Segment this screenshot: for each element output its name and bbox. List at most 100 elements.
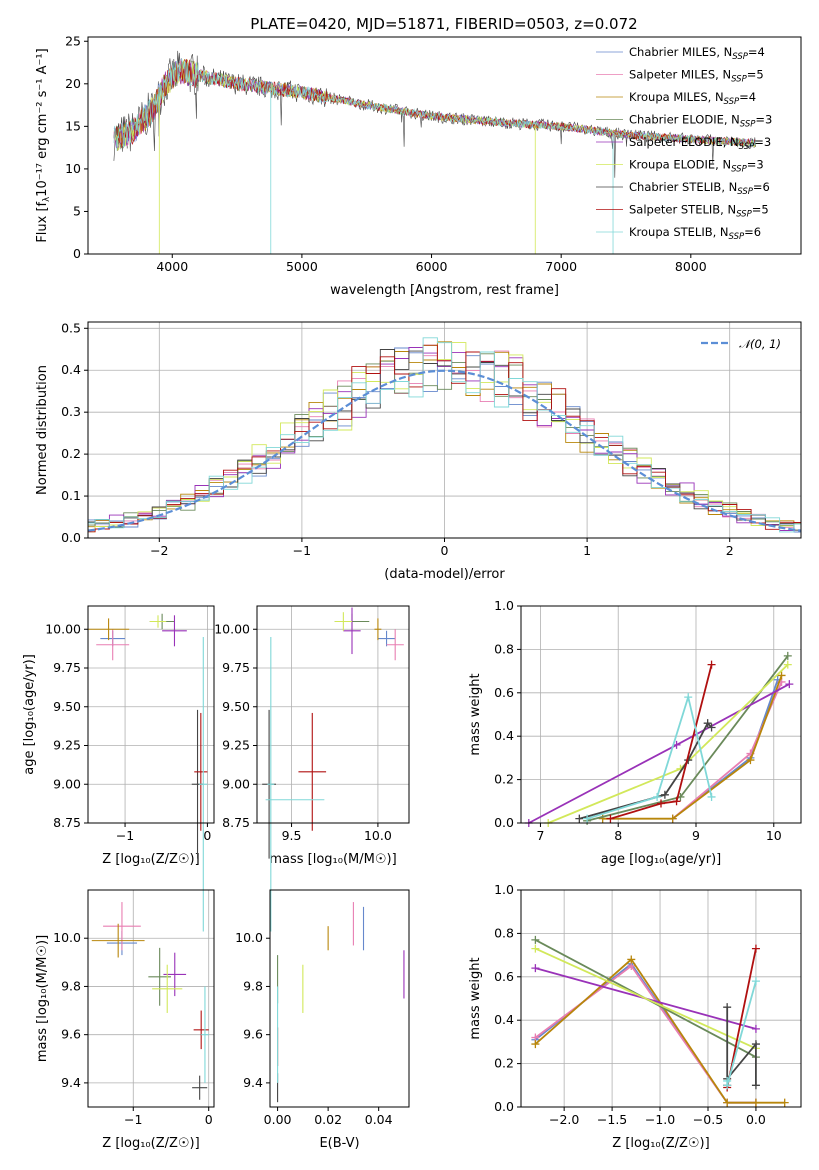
x-tick-label: −2.0 (549, 1112, 579, 1127)
weight-point (751, 1081, 760, 1090)
y-tick-label: 20 (65, 76, 81, 91)
y-tick-label: 8.75 (53, 815, 81, 830)
y-tick-label: 15 (65, 118, 81, 133)
y-tick-label: 10.0 (235, 930, 263, 945)
weight-point (707, 660, 716, 669)
y-tick-label: 25 (65, 33, 81, 48)
y-tick-label: 0.6 (494, 969, 514, 984)
y-tick-label: 0 (73, 246, 81, 261)
x-tick-label: −1 (124, 1112, 142, 1127)
x-tick-label: −1.0 (645, 1112, 675, 1127)
x-tick-label: 0.02 (314, 1112, 342, 1127)
y-tick-label: 9.25 (222, 738, 250, 753)
y-tick-label: 9.75 (222, 660, 250, 675)
x-tick-label: 0 (441, 543, 449, 558)
spectrum-series-8 (113, 58, 756, 151)
x-axis-label: wavelength [Angstrom, rest frame] (330, 283, 559, 298)
y-tick-label: 0.4 (494, 728, 514, 743)
weight-point (723, 1003, 732, 1012)
y-axis-label: Normed distribution (35, 365, 50, 495)
y-tick-label: 0.1 (61, 488, 81, 503)
y-tick-label: 0.4 (494, 1012, 514, 1027)
y-tick-label: 9.25 (53, 738, 81, 753)
axes-frame (520, 605, 802, 824)
weight-point (627, 955, 636, 964)
y-tick-label: 0.2 (61, 446, 81, 461)
weight-point (751, 944, 760, 953)
x-tick-label: 5000 (286, 259, 318, 274)
weight-point (783, 660, 792, 669)
weight-point (703, 719, 712, 728)
y-tick-label: 0.0 (61, 530, 81, 545)
weight-point (660, 790, 669, 799)
x-tick-label: 0.00 (264, 1112, 292, 1127)
x-tick-label: −1.5 (597, 1112, 627, 1127)
y-tick-label: 9.6 (243, 1027, 263, 1042)
legend-entry: Salpeter MILES, NSSP=5 (629, 68, 764, 85)
x-axis-label: E(B-V) (319, 1136, 359, 1151)
y-tick-label: 0.6 (494, 685, 514, 700)
weight-point (723, 1098, 732, 1107)
y-tick-label: 9.75 (53, 660, 81, 675)
x-tick-label: 1 (583, 543, 591, 558)
legend-entry: Salpeter STELIB, NSSP=5 (629, 203, 769, 220)
y-tick-label: 8.75 (222, 815, 250, 830)
weight-point (751, 1040, 760, 1049)
y-tick-label: 0.8 (494, 641, 514, 656)
weight-point (777, 671, 786, 680)
weight-point (583, 814, 592, 823)
weight-point (684, 693, 693, 702)
weight-point (707, 792, 716, 801)
y-tick-label: 9.50 (222, 699, 250, 714)
y-tick-label: 5 (73, 203, 81, 218)
weight-point (751, 1024, 760, 1033)
axes-frame (520, 889, 802, 1108)
y-axis-label: age [log₁₀(age/yr)] (22, 654, 37, 775)
weight-point (531, 1040, 540, 1049)
x-tick-label: 7000 (545, 259, 577, 274)
y-tick-label: 10 (65, 161, 81, 176)
histogram-series-7 (88, 344, 801, 533)
panel-age_vs_Z: −1 0 8.75 9.00 9.25 9.50 9.75 10.00 Z [log₁₀(Z/Z… (22, 605, 215, 932)
y-tick-label: 9.8 (61, 978, 81, 993)
weight-series-6 (726, 1007, 757, 1086)
weight-series-8 (586, 693, 713, 820)
panel-age_vs_mass: 9.5 10.0 8.75 9.00 9.25 9.50 9.75 10.00 mass [lo… (214, 605, 410, 932)
weight-point (672, 797, 681, 806)
histogram-series-5 (88, 342, 801, 533)
y-tick-label: 1.0 (494, 882, 514, 897)
legend-entry: Chabrier MILES, NSSP=4 (629, 45, 765, 62)
axes-frame (87, 889, 215, 1108)
y-tick-label: 10.00 (214, 621, 250, 636)
x-tick-label: −0.5 (693, 1112, 723, 1127)
x-tick-label: −2 (150, 543, 168, 558)
x-tick-label: 8000 (675, 259, 707, 274)
legend-entry: Chabrier STELIB, NSSP=6 (629, 180, 770, 197)
y-tick-label: 0.4 (61, 362, 81, 377)
weight-point (575, 814, 584, 823)
y-tick-label: 9.4 (243, 1075, 263, 1090)
weight-point (668, 814, 677, 823)
weight-point (751, 1098, 760, 1107)
weight-point (531, 964, 540, 973)
x-tick-label: 10.0 (364, 828, 392, 843)
y-tick-label: 9.6 (61, 1027, 81, 1042)
y-tick-label: 0.8 (494, 925, 514, 940)
y-tick-label: 10.0 (53, 930, 81, 945)
legend-entry: Kroupa STELIB, NSSP=6 (629, 225, 761, 242)
weight-point (783, 651, 792, 660)
y-tick-label: 9.50 (53, 699, 81, 714)
figure-title: PLATE=0420, MJD=51871, FIBERID=0503, z=0… (250, 15, 637, 33)
y-axis-label: Flux [fλ10⁻¹⁷ erg cm⁻² s⁻¹ A⁻¹] (35, 48, 52, 242)
panel-mass_vs_Z: −1 0 9.4 9.6 9.8 10.0 Z [log₁₀(Z/Z☉)] mass [log… (35, 889, 215, 1151)
weight-series-2 (602, 675, 783, 820)
normal-reference-curve (87, 369, 802, 532)
panel-spectrum: 4000 5000 6000 7000 8000 0 5 10 15 20 25 wavelength… (35, 33, 802, 298)
weight-series-8 (726, 980, 757, 1086)
weight-point (531, 944, 540, 953)
x-tick-label: −1 (116, 828, 134, 843)
x-tick-label: 2 (726, 543, 734, 558)
y-tick-label: 9.8 (243, 978, 263, 993)
x-tick-label: 10 (766, 828, 782, 843)
x-axis-label: Z [log₁₀(Z/Z☉)] (612, 1136, 709, 1151)
